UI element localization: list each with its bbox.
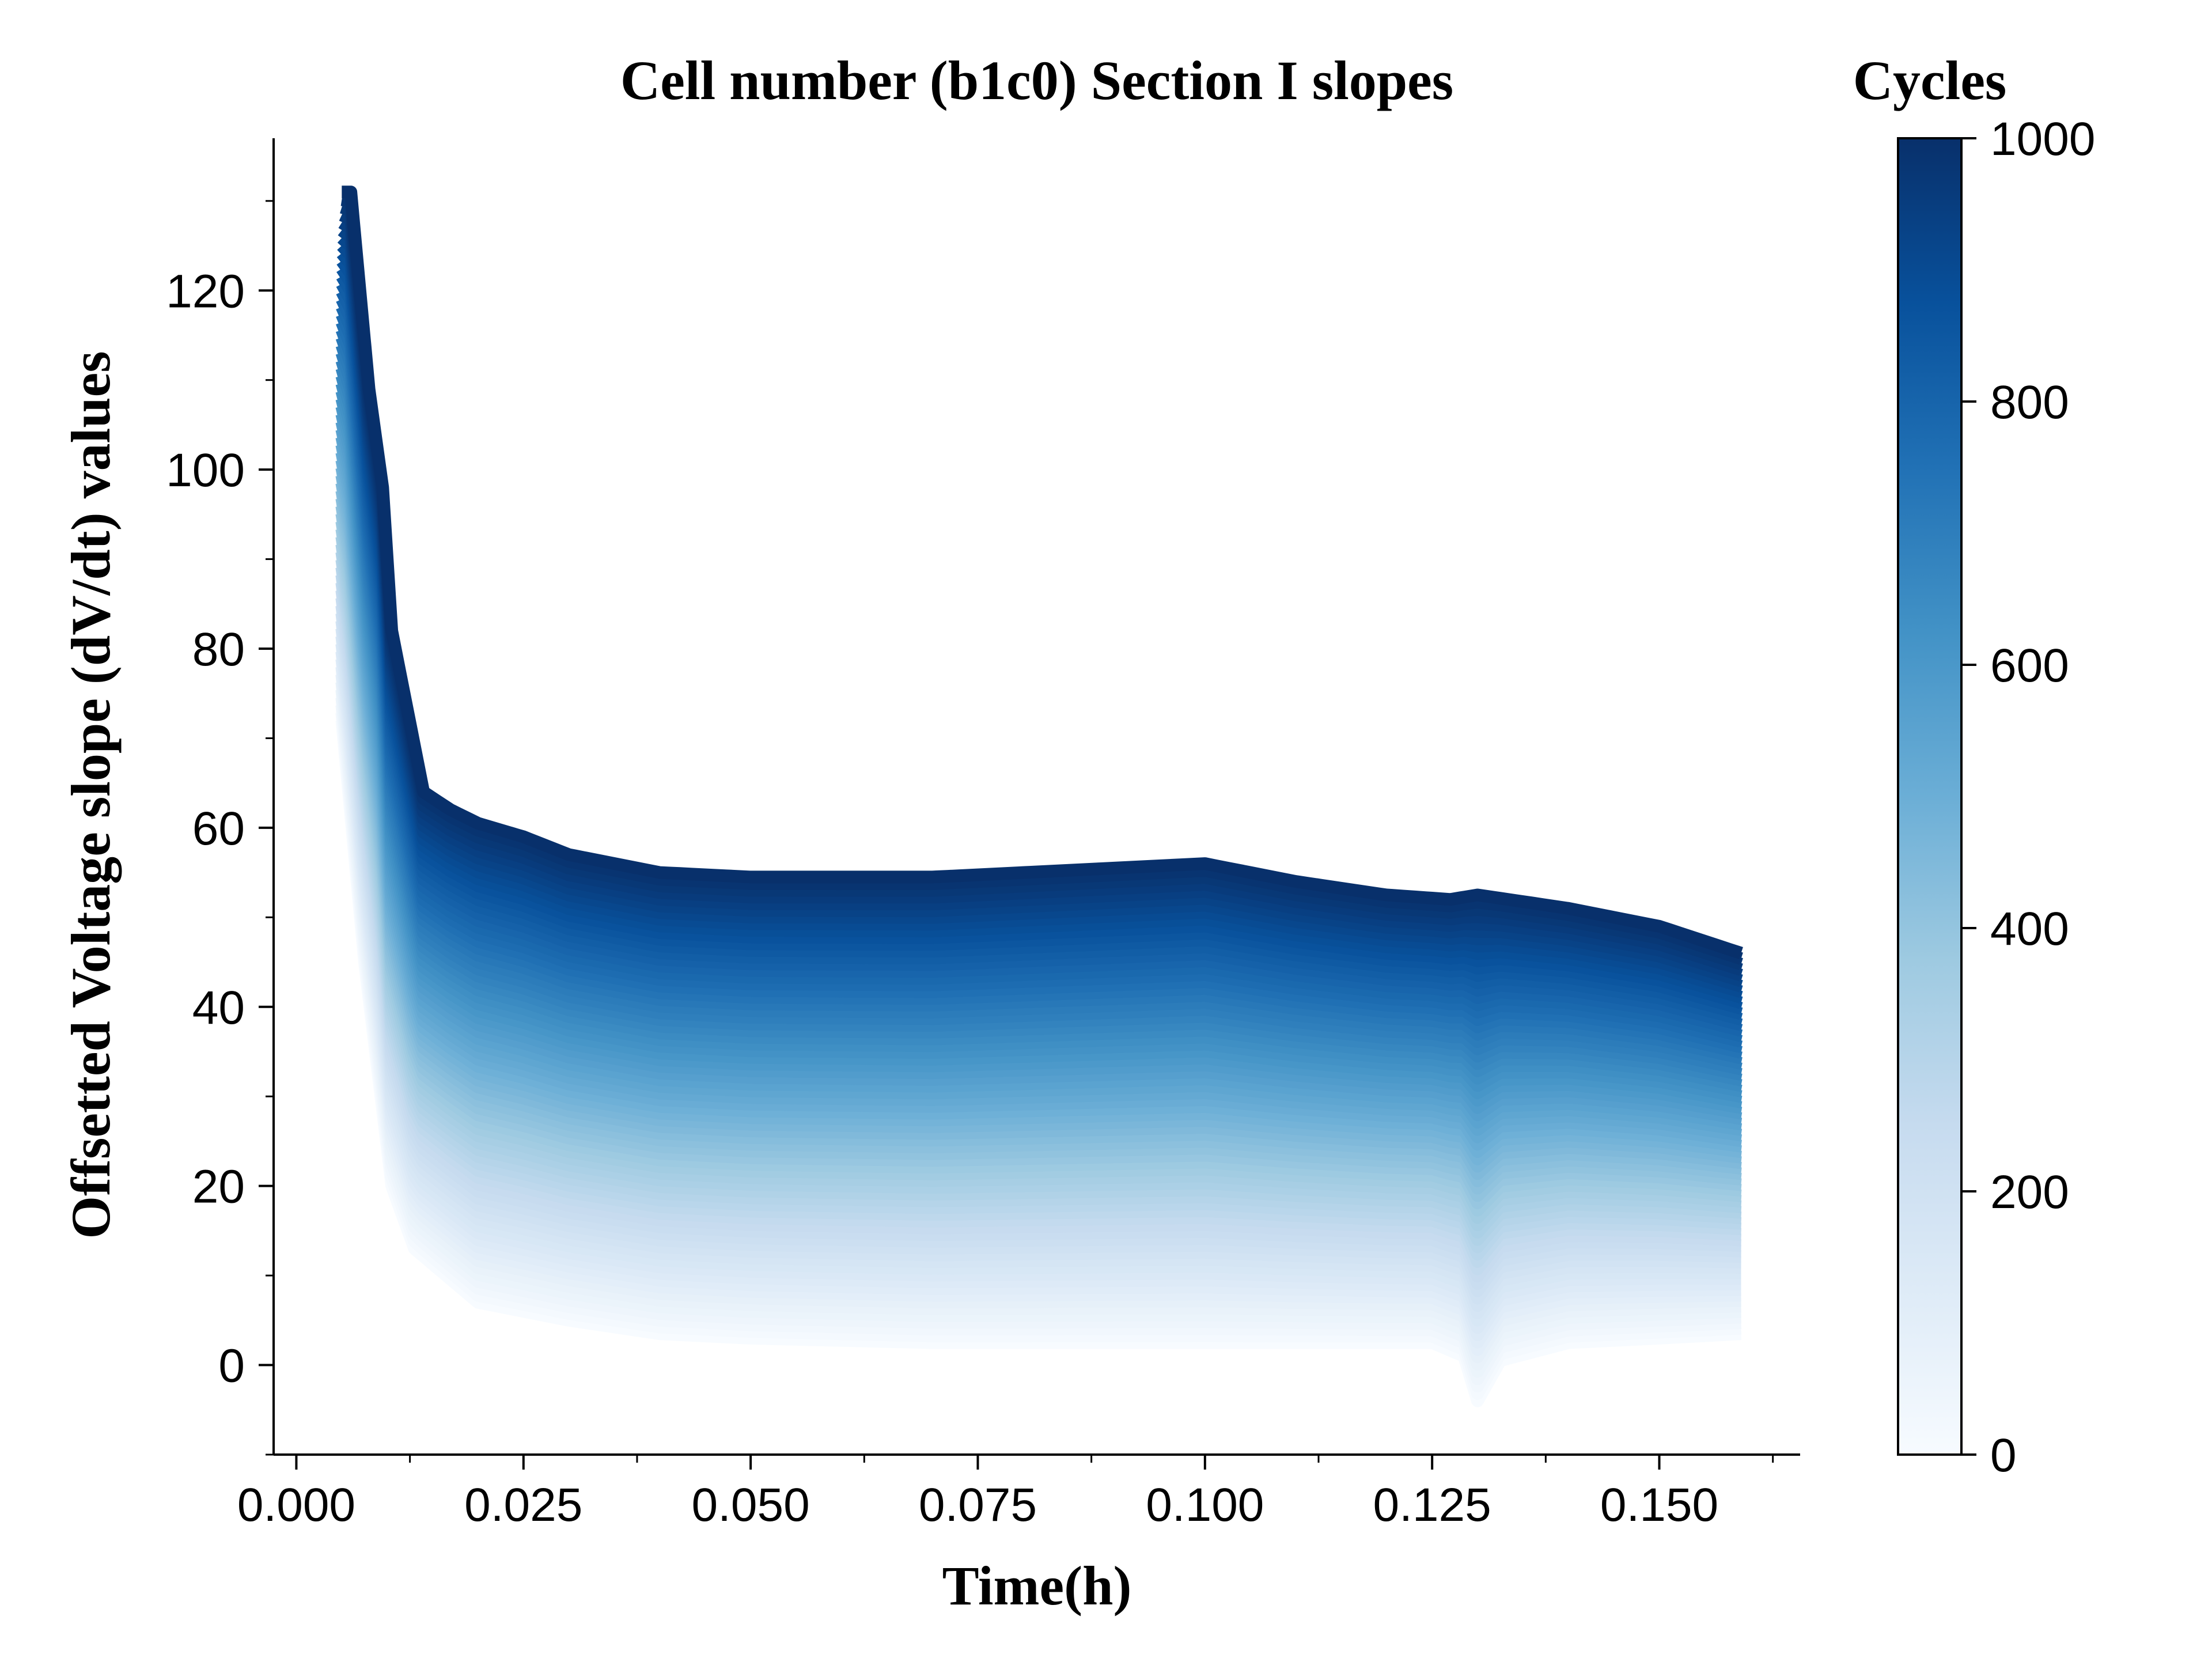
cycle-curve-739 [335,327,1743,1059]
colorbar-gradient [1897,137,1963,1456]
y-tick-label: 20 [192,1161,245,1213]
cycle-curve-754 [336,320,1743,1054]
cycle-curve-768 [336,312,1743,1048]
cycle-curve-913 [337,233,1743,993]
cycle-curve-826 [336,281,1743,1026]
cycle-curve-986 [340,193,1743,965]
cycle-curve-870 [336,257,1743,1009]
cycle-curve-841 [336,272,1743,1020]
x-tick-label: 0.075 [919,1479,1037,1531]
x-tick-label: 0.025 [464,1479,582,1531]
y-tick-label: 100 [166,444,245,497]
cycle-curve-899 [337,241,1743,998]
y-tick-label: 40 [192,982,245,1034]
cycle-curve-696 [335,351,1743,1076]
cycle-curve-855 [336,265,1743,1014]
x-tick-label: 0.125 [1373,1479,1491,1531]
cycle-curve-957 [339,209,1743,976]
y-tick-label: 60 [192,802,245,855]
cycle-curve-884 [336,249,1743,1004]
cycle-curve-928 [338,225,1743,987]
x-tick-label: 0.000 [237,1479,355,1531]
cycle-curve-812 [336,289,1743,1031]
colorbar-tick-label: 800 [1990,376,2069,429]
cycle-curve-783 [336,304,1743,1042]
y-axis-label: Offsetted Voltage slope (dV/dt) values [60,351,122,1239]
colorbar-tick-label: 600 [1990,639,2069,692]
axes-layer: 0.000 0.025 0.050 0.075 0.100 0.125 0.150 0 20 40… [166,138,1800,1531]
colorbar-tick-label: 400 [1990,903,2069,955]
x-tick-label: 0.050 [692,1479,810,1531]
cycle-curve-725 [335,335,1743,1065]
colorbar-tick-label: 1000 [1990,113,2095,165]
y-tick-label: 80 [192,623,245,676]
x-axis-label: Time(h) [942,1555,1132,1616]
cycle-curve-797 [336,296,1743,1037]
colorbar: 0 200 400 600 800 1000 [1897,113,2095,1482]
cycle-curve-971 [340,201,1743,971]
cycle-curve-681 [335,358,1743,1081]
cycle-curve-1000 [342,185,1743,959]
cycle-curve-942 [338,217,1743,982]
colorbar-label: Cycles [1853,50,2007,111]
series-layer [335,185,1743,1407]
x-tick-label: 0.100 [1146,1479,1264,1531]
y-tick-label: 0 [218,1340,245,1392]
colorbar-tick-label: 200 [1990,1166,2069,1218]
cycle-curve-710 [335,343,1743,1070]
y-tick-label: 120 [166,265,245,317]
x-tick-label: 0.150 [1600,1479,1718,1531]
chart-title: Cell number (b1c0) Section I slopes [620,50,1453,111]
colorbar-tick-label: 0 [1990,1429,2017,1482]
